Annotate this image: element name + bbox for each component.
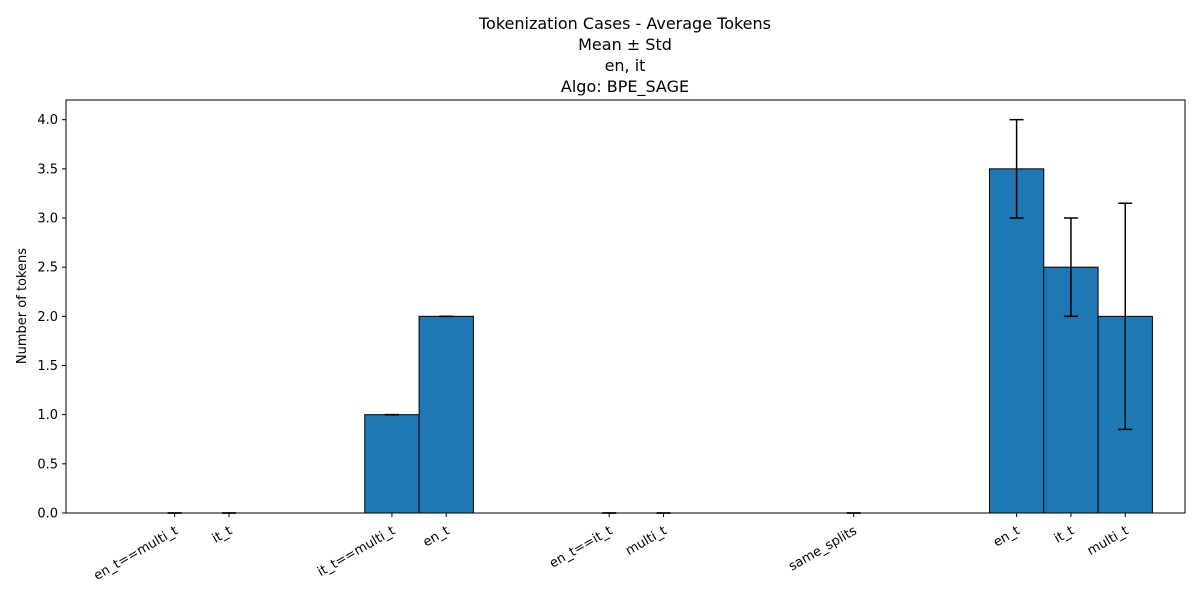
plot-area: 0.0 0.5 1.0 1.5 2.0 2.5 3.0 3.5 4.0 en_t==multi_t… <box>37 99 1186 584</box>
bar-7 <box>988 168 1045 514</box>
title-line-4: Algo: BPE_SAGE <box>561 77 689 97</box>
error-bar-9 <box>1118 202 1133 431</box>
x-tick-label-9: multi_t <box>1085 523 1131 558</box>
x-tick-label-8: it_t <box>1052 523 1077 546</box>
plot-frame <box>65 99 1186 514</box>
x-tick-label-6: same_splits <box>786 523 860 574</box>
x-tick-label-7: en_t <box>991 523 1023 550</box>
y-axis-label: Number of tokens <box>15 248 30 364</box>
x-tick-label-0: en_t==multi_t <box>91 523 180 583</box>
bar-2 <box>364 414 420 514</box>
y-tick-label-1: 0.5 <box>37 457 58 472</box>
y-tick-label-8: 4.0 <box>37 113 58 128</box>
bar-3 <box>418 315 474 514</box>
y-tick-label-2: 1.0 <box>37 408 58 423</box>
title-line-1: Tokenization Cases - Average Tokens <box>478 14 771 33</box>
y-tick-label-7: 3.5 <box>37 162 58 177</box>
x-tick-label-3: en_t <box>421 523 453 550</box>
y-tick-label-5: 2.5 <box>37 261 58 276</box>
y-tick-label-4: 2.0 <box>37 310 58 325</box>
x-tick-label-1: it_t <box>210 523 235 546</box>
x-tick-label-5: multi_t <box>623 523 669 558</box>
title-line-2: Mean ± Std <box>578 35 672 54</box>
error-bar-7 <box>1009 118 1024 219</box>
chart-title: Tokenization Cases - Average Tokens Mean… <box>478 14 771 97</box>
title-line-3: en, it <box>605 56 646 75</box>
y-tick-label-0: 0.0 <box>37 507 58 522</box>
y-tick-label-6: 3.0 <box>37 212 58 227</box>
x-tick-label-4: en_t==it_t <box>547 523 615 571</box>
y-tick-label-3: 1.5 <box>37 359 58 374</box>
error-bar-8 <box>1063 217 1078 318</box>
x-tick-label-2: it_t==multi_t <box>315 523 398 579</box>
